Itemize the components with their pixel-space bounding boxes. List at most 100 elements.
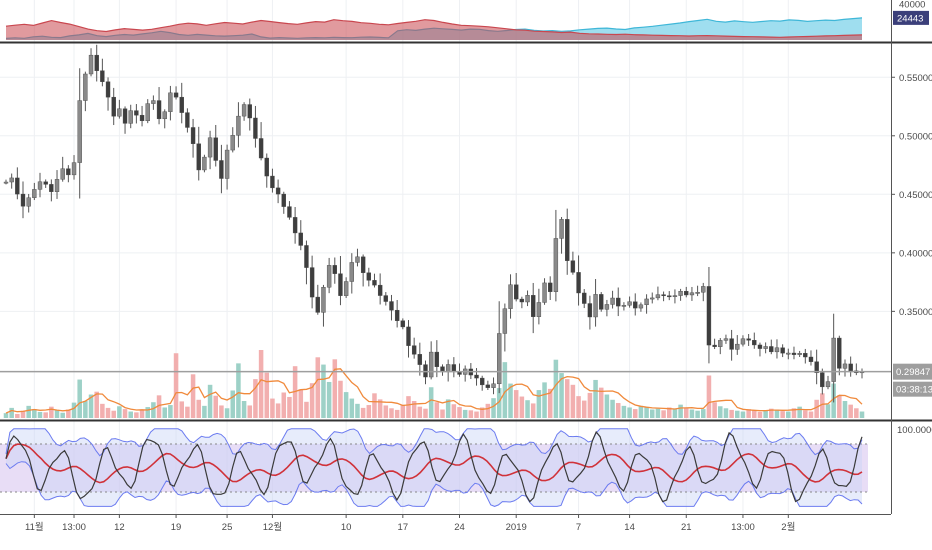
volume-bar	[570, 384, 576, 418]
y-tick-label: 0.40000	[899, 248, 932, 259]
volume-bar	[173, 353, 179, 418]
volume-bar	[60, 412, 65, 418]
candle-body	[638, 304, 644, 309]
volume-bar	[264, 372, 270, 418]
candle-body	[32, 189, 37, 198]
volume-bar	[71, 402, 77, 418]
candle-body	[343, 281, 349, 296]
volume-bar	[117, 406, 122, 418]
volume-bar	[655, 408, 661, 418]
volume-bar	[304, 401, 309, 418]
volume-bar	[638, 405, 644, 418]
volume-bar	[825, 404, 831, 418]
candle-body	[49, 184, 54, 192]
volume-bar	[763, 410, 768, 418]
volume-bar	[224, 408, 230, 418]
candle-body	[196, 143, 201, 171]
candle-body	[202, 156, 207, 171]
volume-bar	[604, 394, 610, 418]
candle-body	[820, 372, 825, 388]
candle-body	[406, 326, 411, 346]
volume-bar	[15, 413, 20, 418]
candle-body	[26, 197, 31, 207]
volume-bar	[718, 406, 723, 418]
volume-bar	[406, 396, 411, 418]
volume-bar	[298, 389, 304, 418]
volume-bar	[349, 398, 355, 418]
volume-bar	[848, 404, 853, 418]
candle-body	[542, 282, 547, 303]
candle-body	[190, 127, 196, 144]
volume-bar	[735, 410, 740, 418]
candle-body	[168, 92, 173, 112]
candle-body	[377, 284, 383, 296]
candle-body	[548, 282, 553, 292]
volume-bar	[20, 410, 26, 418]
candle-body	[559, 219, 564, 239]
candle-body	[105, 81, 111, 98]
axis-tags: 24443 0.29847 03:38:13	[893, 10, 932, 397]
volume-bar	[797, 406, 802, 418]
candle-body	[372, 280, 377, 286]
candle-body	[100, 70, 105, 82]
volume-bar	[309, 383, 315, 418]
candle-body	[360, 256, 366, 273]
volume-bar	[587, 392, 593, 418]
volume-bar	[219, 405, 224, 418]
volume-bar	[105, 407, 111, 418]
volume-bar	[156, 395, 162, 418]
volume-bar	[451, 404, 457, 418]
volume-bar	[581, 400, 587, 418]
x-tick-label: 14	[624, 522, 635, 533]
volume-bar	[774, 409, 780, 418]
x-tick-label: 13:00	[62, 522, 86, 533]
candle-body	[83, 73, 88, 101]
volume-bar	[202, 405, 207, 418]
volume-bar	[190, 374, 196, 418]
candle-body	[451, 364, 457, 372]
candle-body	[349, 262, 354, 282]
volume-bar	[77, 379, 82, 418]
top-area-pane	[5, 17, 863, 40]
volume-bar	[519, 396, 525, 418]
candle-body	[797, 353, 802, 355]
candle-body	[389, 301, 394, 311]
volume-bar	[559, 373, 564, 418]
volume-bar	[83, 401, 88, 418]
candle-body	[423, 364, 428, 378]
volume-bar	[122, 409, 128, 418]
x-tick-label: 7	[576, 522, 581, 533]
volume-bar	[632, 409, 638, 418]
candle-body	[326, 265, 332, 288]
candle-body	[531, 295, 536, 317]
volume-bar	[338, 380, 343, 418]
candle-body	[151, 100, 156, 104]
candle-body	[292, 217, 298, 234]
x-tick-label: 17	[398, 522, 409, 533]
candle-body	[803, 353, 808, 358]
volume-bar	[803, 410, 808, 418]
candle-body	[678, 291, 683, 296]
candle-body	[667, 295, 672, 298]
oscillator-tick-label: 100.0000	[897, 425, 932, 436]
volume-bar	[139, 409, 145, 418]
volume-bar	[383, 405, 389, 418]
candle-body	[94, 54, 99, 71]
x-tick-label: 21	[681, 522, 692, 533]
volume-bar	[513, 390, 519, 418]
oscillator-line	[5, 430, 863, 503]
volume-bar	[814, 399, 819, 418]
volume-bar	[411, 401, 417, 418]
candle-body	[117, 108, 122, 117]
candle-body	[241, 104, 247, 117]
volume-bar	[553, 359, 559, 418]
candle-body	[831, 337, 836, 382]
volume-pane	[3, 350, 865, 418]
candle-body	[428, 351, 434, 378]
volume-bar	[479, 407, 485, 418]
volume-bar	[37, 411, 43, 418]
x-tick-label: 24	[454, 522, 465, 533]
candle-body	[179, 96, 184, 113]
candle-body	[394, 309, 400, 321]
volume-bar	[355, 403, 360, 418]
